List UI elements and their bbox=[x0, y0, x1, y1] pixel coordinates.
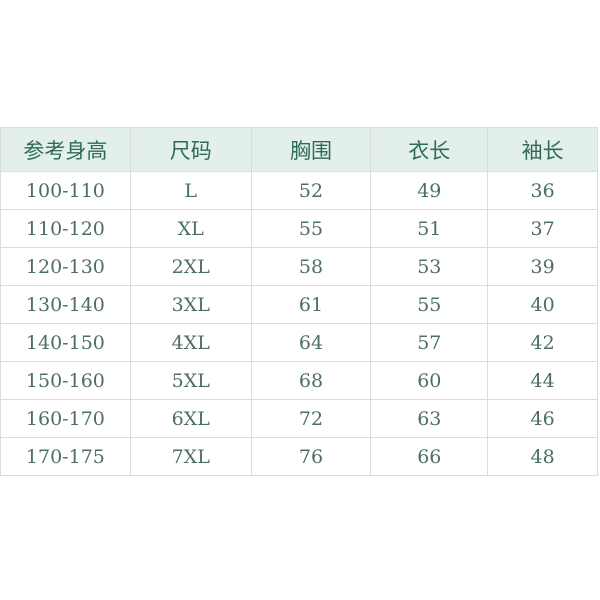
table-cell: 46 bbox=[487, 399, 598, 438]
table-cell: 57 bbox=[370, 323, 489, 362]
table-cell: 160-170 bbox=[0, 399, 131, 438]
table-cell: L bbox=[129, 171, 252, 210]
table-cell: 6XL bbox=[129, 399, 252, 438]
table-row: 110-120 XL 55 51 37 bbox=[0, 209, 598, 248]
table-row: 170-175 7XL 76 66 48 bbox=[0, 437, 598, 476]
column-header: 参考身高 bbox=[0, 127, 131, 172]
table-cell: 76 bbox=[250, 437, 372, 476]
table-cell: 37 bbox=[487, 209, 598, 248]
table-cell: 55 bbox=[370, 285, 489, 324]
table-cell: 120-130 bbox=[0, 247, 131, 286]
table-row: 140-150 4XL 64 57 42 bbox=[0, 323, 598, 362]
table-cell: 52 bbox=[250, 171, 372, 210]
table-cell: 66 bbox=[370, 437, 489, 476]
table-cell: 40 bbox=[487, 285, 598, 324]
table-cell: 48 bbox=[487, 437, 598, 476]
table-row: 150-160 5XL 68 60 44 bbox=[0, 361, 598, 400]
table-cell: 100-110 bbox=[0, 171, 131, 210]
table-cell: 3XL bbox=[129, 285, 252, 324]
table-cell: 2XL bbox=[129, 247, 252, 286]
header-row: 参考身高 尺码 胸围 衣长 袖长 bbox=[0, 127, 598, 172]
table-cell: 130-140 bbox=[0, 285, 131, 324]
table-cell: 7XL bbox=[129, 437, 252, 476]
table-row: 120-130 2XL 58 53 39 bbox=[0, 247, 598, 286]
table-cell: 63 bbox=[370, 399, 489, 438]
table-cell: 55 bbox=[250, 209, 372, 248]
table-cell: XL bbox=[129, 209, 252, 248]
table-cell: 140-150 bbox=[0, 323, 131, 362]
table-row: 160-170 6XL 72 63 46 bbox=[0, 399, 598, 438]
table-cell: 51 bbox=[370, 209, 489, 248]
column-header: 胸围 bbox=[250, 127, 372, 172]
table-cell: 58 bbox=[250, 247, 372, 286]
column-header: 袖长 bbox=[487, 127, 598, 172]
table-cell: 150-160 bbox=[0, 361, 131, 400]
table-cell: 39 bbox=[487, 247, 598, 286]
table-row: 100-110 L 52 49 36 bbox=[0, 171, 598, 210]
table-cell: 64 bbox=[250, 323, 372, 362]
table-cell: 42 bbox=[487, 323, 598, 362]
size-chart-table: 参考身高 尺码 胸围 衣长 袖长 100-110 L 52 49 36 110-120 XL 55 51… bbox=[0, 127, 598, 476]
table-cell: 110-120 bbox=[0, 209, 131, 248]
table-cell: 72 bbox=[250, 399, 372, 438]
table-row: 130-140 3XL 61 55 40 bbox=[0, 285, 598, 324]
table-cell: 53 bbox=[370, 247, 489, 286]
table-cell: 36 bbox=[487, 171, 598, 210]
table-cell: 44 bbox=[487, 361, 598, 400]
column-header: 衣长 bbox=[370, 127, 489, 172]
table-cell: 68 bbox=[250, 361, 372, 400]
table-cell: 5XL bbox=[129, 361, 252, 400]
table-cell: 49 bbox=[370, 171, 489, 210]
table-cell: 4XL bbox=[129, 323, 252, 362]
table-cell: 170-175 bbox=[0, 437, 131, 476]
column-header: 尺码 bbox=[129, 127, 252, 172]
table-cell: 61 bbox=[250, 285, 372, 324]
table-cell: 60 bbox=[370, 361, 489, 400]
